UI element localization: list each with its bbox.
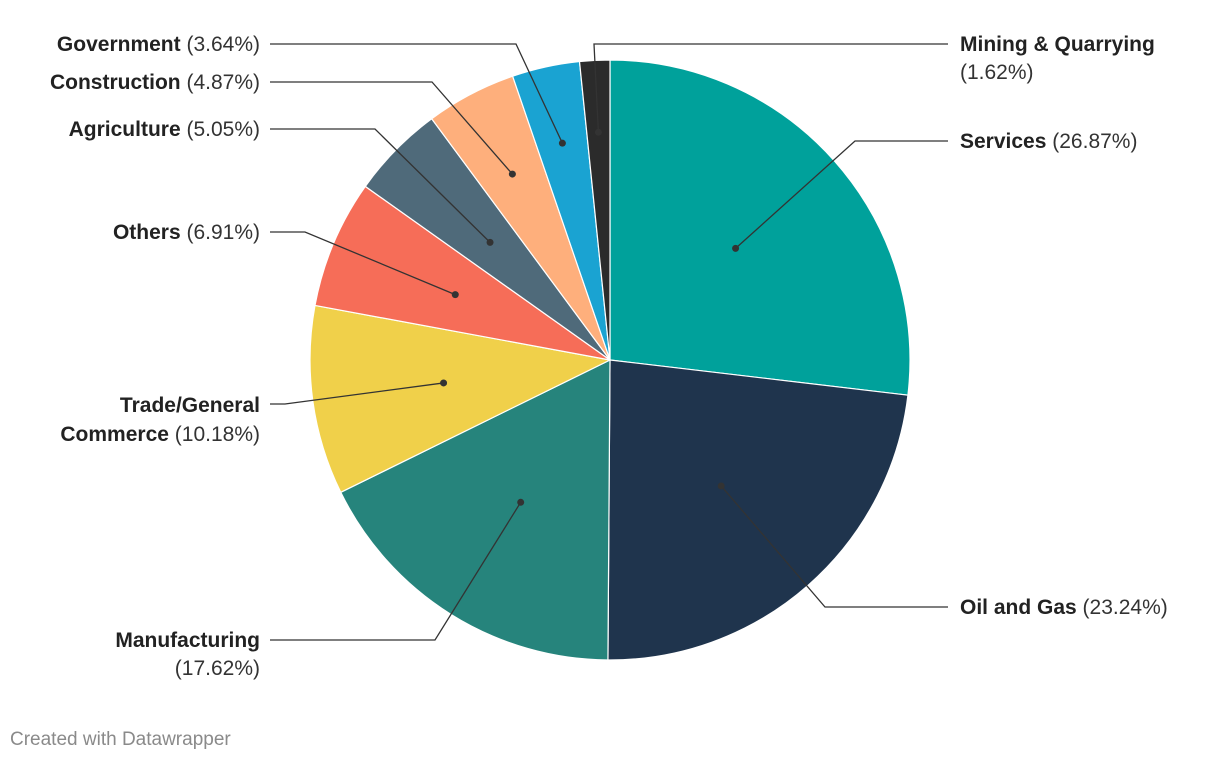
leader-dot-oil-and-gas (717, 482, 725, 490)
slice-name-manufacturing: Manufacturing (115, 629, 260, 652)
pie-slice-trade-general-commerce (309, 304, 612, 494)
pie-slices (309, 59, 911, 661)
slice-label-trade-general-commerce: Trade/General Commerce (10.18%) (60, 394, 260, 446)
leader-line-construction (270, 81, 513, 175)
credit-text: Created with Datawrapper (10, 729, 231, 750)
svg-text:Services (26.87%): Services (26.87%) (960, 130, 1137, 153)
slice-value-trade-general-commerce: (10.18%) (169, 423, 260, 446)
svg-text:Others (6.91%): Others (6.91%) (113, 221, 260, 244)
leader-line-mining-quarrying (593, 43, 948, 133)
svg-text:Oil and Gas (23.24%): Oil and Gas (23.24%) (960, 596, 1168, 619)
leader-line-others (270, 231, 456, 296)
leader-line-government (270, 43, 563, 144)
slice-name-construction: Construction (50, 71, 181, 94)
svg-text:Manufacturing: Manufacturing (115, 629, 260, 652)
leader-line-services (735, 140, 948, 249)
slice-value-manufacturing: (17.62%) (175, 657, 260, 680)
leader-dot-manufacturing (517, 498, 525, 506)
slice-name-agriculture: Agriculture (69, 118, 181, 141)
svg-text:Construction (4.87%): Construction (4.87%) (50, 71, 260, 94)
leader-dot-mining-quarrying (594, 128, 602, 136)
slice-value-others: (6.91%) (181, 221, 260, 244)
leader-dot-services (732, 244, 740, 252)
leader-line-oil-and-gas (720, 485, 948, 608)
leader-dot-agriculture (486, 238, 494, 246)
leader-line-manufacturing (270, 501, 522, 641)
slice-value-oil-and-gas: (23.24%) (1077, 596, 1168, 619)
leader-dot-others (451, 291, 459, 299)
svg-text:(17.62%): (17.62%) (175, 657, 260, 680)
slice-name-oil-and-gas: Oil and Gas (960, 596, 1077, 619)
leader-line-trade-general-commerce (270, 382, 444, 405)
slice-value-government: (3.64%) (181, 33, 260, 56)
slice-name-trade-general-commerce: Commerce (60, 423, 169, 446)
slice-label-construction: Construction (4.87%) (50, 71, 260, 94)
pie-slice-oil-and-gas (607, 359, 909, 661)
slice-label-oil-and-gas: Oil and Gas (23.24%) (960, 596, 1168, 619)
slice-value-agriculture: (5.05%) (181, 118, 260, 141)
slice-value-construction: (4.87%) (181, 71, 260, 94)
slice-label-agriculture: Agriculture (5.05%) (69, 118, 260, 141)
slice-name-government: Government (57, 33, 181, 56)
leader-line-agriculture (270, 128, 491, 243)
svg-text:Mining & Quarrying: Mining & Quarrying (960, 33, 1155, 56)
svg-text:Trade/General: Trade/General (120, 394, 260, 417)
leader-dot-construction (508, 170, 516, 178)
slice-name-mining-quarrying: Mining & Quarrying (960, 33, 1155, 56)
slice-name-services: Services (960, 130, 1046, 153)
leader-dot-trade-general-commerce (440, 379, 448, 387)
slice-label-others: Others (6.91%) (113, 221, 260, 244)
slice-name-others: Others (113, 221, 181, 244)
svg-text:Agriculture (5.05%): Agriculture (5.05%) (69, 118, 260, 141)
slice-value-services: (26.87%) (1046, 130, 1137, 153)
slice-label-manufacturing: Manufacturing (17.62%) (115, 629, 260, 680)
leader-lines (270, 43, 948, 641)
slice-label-government: Government (3.64%) (57, 33, 260, 56)
slice-label-mining-quarrying: Mining & Quarrying (1.62%) (960, 33, 1155, 84)
svg-text:Commerce (10.18%): Commerce (10.18%) (60, 423, 260, 446)
svg-text:(1.62%): (1.62%) (960, 61, 1034, 84)
leader-dot-government (558, 139, 566, 147)
slice-label-services: Services (26.87%) (960, 130, 1137, 153)
slice-labels: Services (26.87%) Oil and Gas (23.24%) Man… (50, 33, 1168, 680)
pie-slice-services (609, 59, 911, 396)
slice-value-mining-quarrying: (1.62%) (960, 61, 1034, 84)
slice-name-trade-general-commerce: Trade/General (120, 394, 260, 417)
svg-text:Government (3.64%): Government (3.64%) (57, 33, 260, 56)
pie-slice-others (314, 185, 611, 361)
